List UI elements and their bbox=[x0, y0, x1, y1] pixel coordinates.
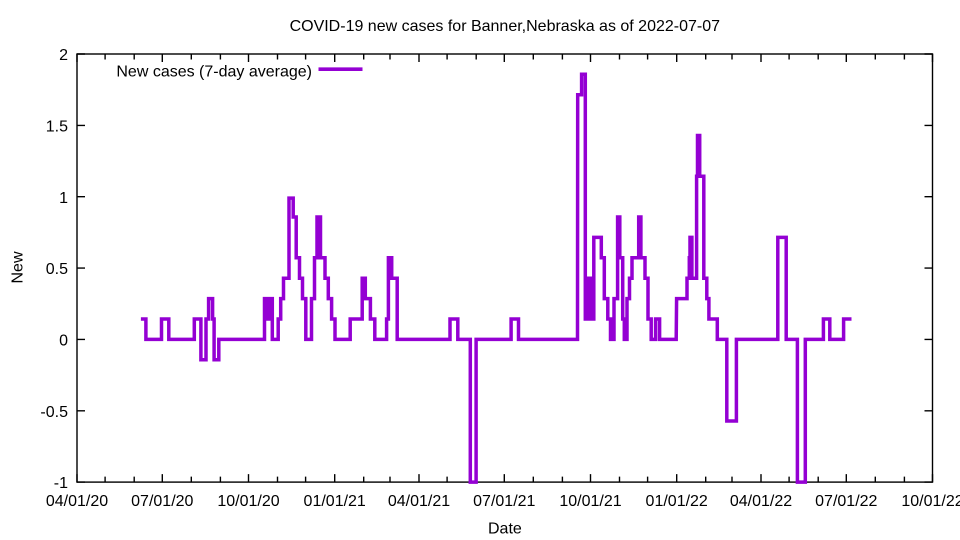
svg-text:Date: Date bbox=[488, 520, 522, 537]
svg-text:0: 0 bbox=[59, 333, 68, 350]
svg-text:10/01/21: 10/01/21 bbox=[559, 493, 621, 510]
svg-text:01/01/21: 01/01/21 bbox=[304, 493, 366, 510]
svg-text:New cases (7-day average): New cases (7-day average) bbox=[116, 64, 312, 81]
svg-text:07/01/21: 07/01/21 bbox=[473, 493, 535, 510]
svg-text:10/01/20: 10/01/20 bbox=[217, 493, 279, 510]
svg-text:-1: -1 bbox=[54, 475, 68, 492]
svg-text:04/01/21: 04/01/21 bbox=[388, 493, 450, 510]
svg-text:COVID-19 new cases for Banner,: COVID-19 new cases for Banner,Nebraska a… bbox=[290, 18, 721, 35]
svg-text:New: New bbox=[9, 251, 26, 283]
svg-text:1.5: 1.5 bbox=[46, 119, 68, 136]
svg-text:04/01/20: 04/01/20 bbox=[46, 493, 108, 510]
svg-text:01/01/22: 01/01/22 bbox=[646, 493, 708, 510]
svg-text:2: 2 bbox=[59, 47, 68, 64]
svg-text:-0.5: -0.5 bbox=[40, 404, 68, 421]
svg-text:1: 1 bbox=[59, 190, 68, 207]
svg-text:07/01/22: 07/01/22 bbox=[815, 493, 877, 510]
svg-text:10/01/22: 10/01/22 bbox=[901, 493, 960, 510]
svg-text:07/01/20: 07/01/20 bbox=[131, 493, 193, 510]
svg-text:0.5: 0.5 bbox=[46, 261, 68, 278]
svg-text:04/01/22: 04/01/22 bbox=[730, 493, 792, 510]
